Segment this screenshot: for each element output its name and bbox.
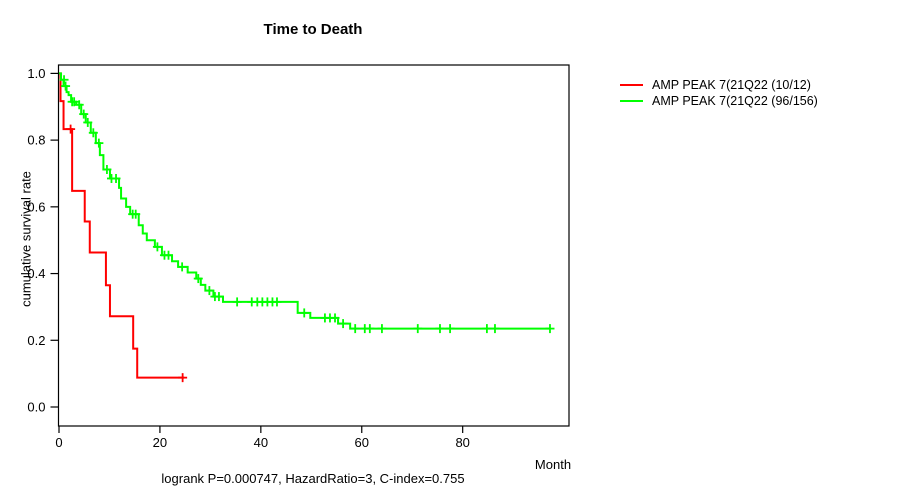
- legend-item-group2: AMP PEAK 7(21Q22 (96/156): [620, 93, 818, 109]
- legend-line-green-icon: [620, 100, 643, 102]
- x-axis-label: Month: [534, 457, 572, 472]
- legend-line-red-icon: [620, 84, 643, 86]
- svg-text:1.0: 1.0: [27, 66, 45, 81]
- svg-text:40: 40: [254, 435, 268, 450]
- svg-text:20: 20: [153, 435, 167, 450]
- svg-text:0.2: 0.2: [27, 333, 45, 348]
- svg-text:60: 60: [355, 435, 369, 450]
- legend-label-group1: AMP PEAK 7(21Q22 (10/12): [652, 78, 811, 92]
- legend-item-group1: AMP PEAK 7(21Q22 (10/12): [620, 77, 818, 93]
- svg-text:0.6: 0.6: [27, 199, 45, 214]
- svg-text:0.0: 0.0: [27, 400, 45, 415]
- chart-title: Time to Death: [263, 21, 363, 38]
- svg-text:0.8: 0.8: [27, 133, 45, 148]
- legend-label-group2: AMP PEAK 7(21Q22 (96/156): [652, 94, 818, 108]
- stats-annotation: logrank P=0.000747, HazardRatio=3, C-ind…: [161, 471, 465, 486]
- svg-text:80: 80: [455, 435, 469, 450]
- legend: AMP PEAK 7(21Q22 (10/12) AMP PEAK 7(21Q2…: [620, 77, 818, 109]
- svg-text:0.4: 0.4: [27, 266, 45, 281]
- svg-text:0: 0: [55, 435, 62, 450]
